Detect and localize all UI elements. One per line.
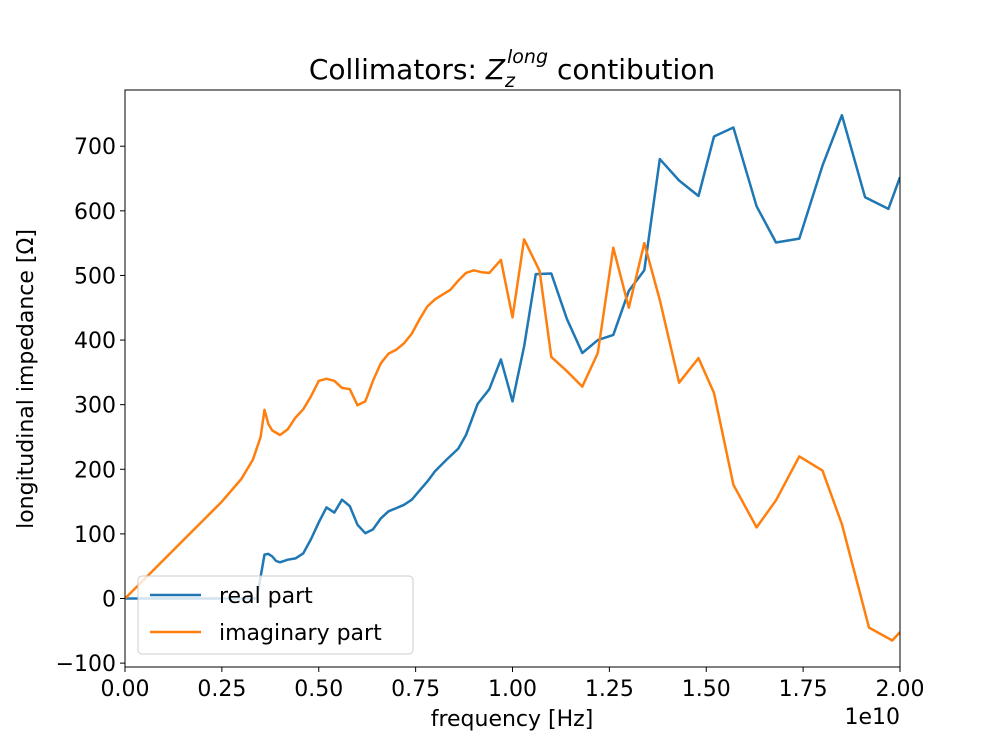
chart-title: Collimators: Zzlong contibution xyxy=(309,46,715,92)
x-tick-label: 0.00 xyxy=(101,677,150,702)
y-tick-label: 500 xyxy=(74,264,116,289)
y-tick-label: 600 xyxy=(74,200,116,225)
x-tick-label: 2.00 xyxy=(876,677,925,702)
x-tick-label: 1.00 xyxy=(488,677,537,702)
y-tick-label: 300 xyxy=(74,394,116,419)
series-group xyxy=(125,113,900,642)
chart-title-sup: long xyxy=(507,46,548,68)
x-tick-label: 1.75 xyxy=(779,677,828,702)
x-axis-offset-label: 1e10 xyxy=(844,705,900,730)
y-tick-label: 200 xyxy=(74,458,116,483)
x-axis-ticks: 0.00 0.25 0.50 0.75 1.00 1.25 1.50 1.75 2.00 xyxy=(101,667,925,702)
series-line-imaginary-part xyxy=(125,238,900,642)
chart-title-prefix: Collimators: xyxy=(309,53,486,86)
y-axis-label: longitudinal impedance [Ω] xyxy=(14,229,39,529)
x-tick-label: 0.25 xyxy=(197,677,246,702)
chart-title-suffix: contibution xyxy=(548,53,715,86)
x-tick-label: 0.50 xyxy=(294,677,343,702)
series-line-real-part xyxy=(125,113,900,600)
legend: real part imaginary part xyxy=(137,575,414,655)
chart-title-sub: z xyxy=(504,70,516,92)
y-tick-label: 700 xyxy=(74,135,116,160)
x-axis-label: frequency [Hz] xyxy=(431,707,594,732)
x-tick-label: 1.50 xyxy=(682,677,731,702)
plot-frame xyxy=(124,89,901,668)
legend-box xyxy=(137,575,414,655)
x-tick-label: 1.25 xyxy=(585,677,634,702)
y-tick-label: 0 xyxy=(102,588,116,613)
x-tick-label: 0.75 xyxy=(391,677,440,702)
y-tick-label: −100 xyxy=(56,652,116,677)
legend-label-real-part: real part xyxy=(219,584,313,609)
y-tick-label: 100 xyxy=(74,523,116,548)
y-axis-ticks: −100 0 100 200 300 400 500 600 700 xyxy=(56,135,125,677)
y-tick-label: 400 xyxy=(74,329,116,354)
legend-label-imaginary-part: imaginary part xyxy=(219,621,382,646)
chart-title-z: Z xyxy=(485,53,506,86)
